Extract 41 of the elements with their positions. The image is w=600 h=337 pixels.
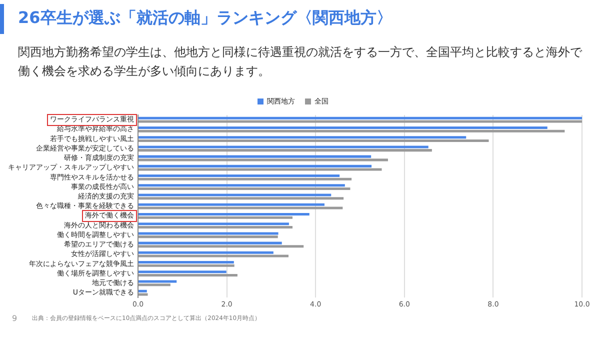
bar xyxy=(138,197,344,200)
bar xyxy=(138,261,234,264)
bar xyxy=(138,222,289,226)
bar xyxy=(138,116,582,120)
bar xyxy=(138,293,148,296)
bar xyxy=(138,226,293,228)
bar xyxy=(138,184,345,187)
bar xyxy=(138,284,170,286)
bar xyxy=(138,146,428,148)
bar xyxy=(138,168,382,171)
bar xyxy=(138,188,350,190)
bar xyxy=(138,254,289,258)
chart-title: 26卒生が選ぶ「就活の軸」ランキング〈関西地方〉 xyxy=(18,8,392,29)
bar xyxy=(138,236,278,238)
bar xyxy=(138,155,372,158)
bar xyxy=(138,120,582,123)
bar xyxy=(138,139,489,142)
bar xyxy=(138,274,238,277)
bar xyxy=(138,149,432,152)
bar xyxy=(138,242,282,244)
bar xyxy=(138,164,372,168)
bar xyxy=(138,232,278,235)
text: 9 xyxy=(12,314,18,323)
chart-subtitle: 関西地方勤務希望の学生は、他地方と同様に待遇重視の就活をする一方で、全国平均と比較すると海外で働く機会を求める学生が多い傾向にあります。 xyxy=(18,44,584,80)
bar xyxy=(138,130,565,132)
bar xyxy=(138,194,332,196)
bar xyxy=(138,206,343,210)
bar xyxy=(138,203,324,206)
bar xyxy=(138,174,340,178)
bar xyxy=(138,245,304,248)
bar xyxy=(138,158,388,162)
bar xyxy=(138,212,310,216)
bar xyxy=(138,280,177,283)
bar xyxy=(138,126,548,129)
bar xyxy=(138,290,147,292)
bar xyxy=(138,264,234,267)
bar xyxy=(138,178,352,180)
bar xyxy=(138,270,226,274)
bar xyxy=(138,251,274,254)
bar xyxy=(138,136,466,139)
bar xyxy=(138,216,293,219)
